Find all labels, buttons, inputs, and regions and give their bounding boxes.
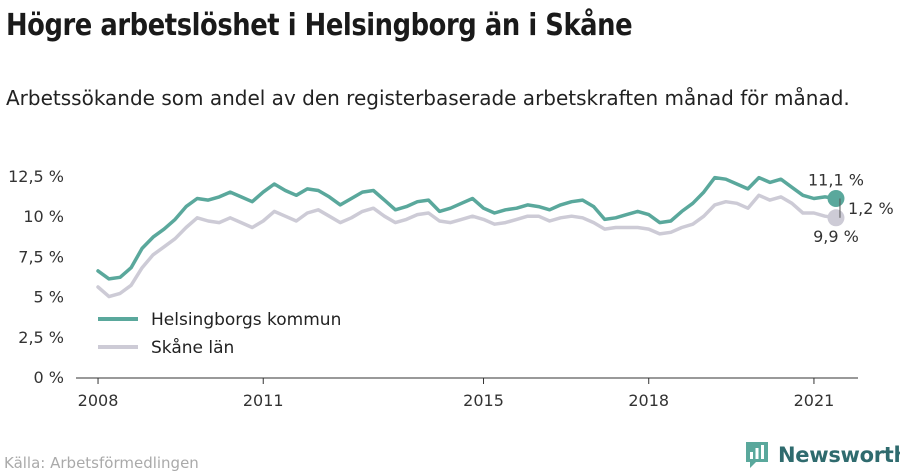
brand-name: Newsworthy: [778, 443, 900, 467]
series-line: [96, 193, 838, 299]
end-labels: 11,1 % 9,9 % 1,2 %: [808, 171, 894, 246]
chart-subtitle: Arbetssökande som andel av den registerb…: [6, 86, 850, 110]
difference-label: 1,2 %: [848, 199, 894, 218]
legend-label: Skåne län: [151, 337, 234, 358]
legend: Helsingborgs kommun Skåne län: [88, 304, 358, 364]
x-tick-label: 2008: [78, 391, 119, 410]
series-end-label: 9,9 %: [813, 227, 859, 246]
series-end-marker: [827, 209, 845, 227]
y-tick-label: 12,5 %: [8, 167, 64, 186]
newsworthy-logo-icon: [746, 442, 768, 468]
line-chart: 0 %2,5 %5 %7,5 %10 %12,5 % 2008 2011 2015 2…: [8, 167, 894, 410]
legend-label: Helsingborgs kommun: [151, 310, 341, 330]
x-axis: 2008 2011 2015 2018 2021: [76, 377, 858, 410]
x-tick-label: 2021: [794, 391, 835, 410]
series-end-marker: [827, 190, 845, 208]
y-tick-label: 5 %: [34, 288, 64, 307]
x-tick-label: 2018: [628, 391, 669, 410]
source-note: Källa: Arbetsförmedlingen: [4, 454, 199, 472]
x-tick-label: 2011: [243, 391, 284, 410]
chart-title: Högre arbetslöshet i Helsingborg än i Sk…: [6, 8, 633, 43]
y-tick-label: 2,5 %: [18, 328, 64, 347]
series-end-label: 11,1 %: [808, 171, 864, 190]
legend-box: [88, 304, 358, 364]
y-tick-label: 10 %: [23, 207, 64, 226]
series-layer: [96, 175, 838, 299]
y-tick-label: 7,5 %: [18, 247, 64, 266]
y-axis: 0 % 2,5 % 5 % 7,5 % 10 % 12,5 %: [8, 167, 64, 387]
series-line: [96, 175, 838, 281]
y-tick-label: 0 %: [34, 368, 64, 387]
brand-logo[interactable]: Newsworthy: [744, 440, 900, 470]
x-tick-label: 2015: [463, 391, 504, 410]
